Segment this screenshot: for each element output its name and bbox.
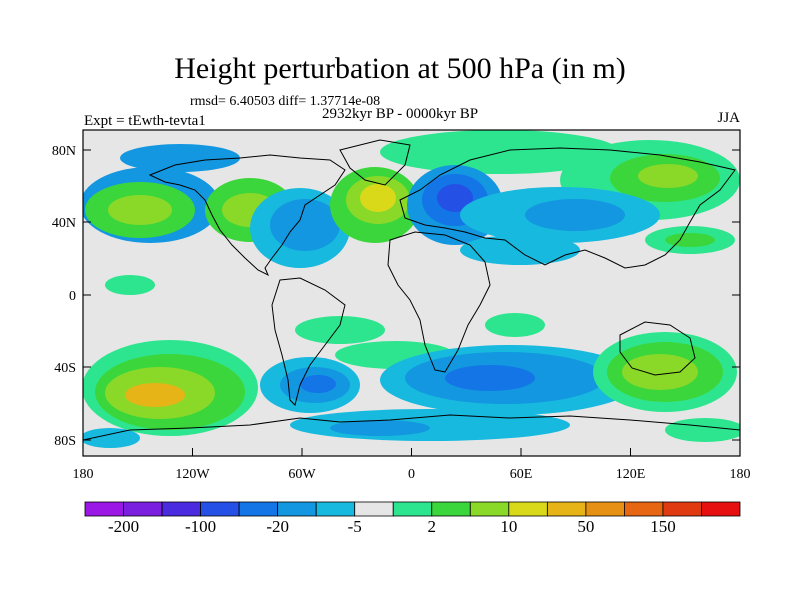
colorbar-swatch xyxy=(200,501,240,517)
asia-blue-band xyxy=(525,199,625,231)
colorbar-swatch xyxy=(431,501,471,517)
atlantic-yellow xyxy=(360,184,396,212)
australia-lime xyxy=(622,354,698,390)
antarctica-coast xyxy=(83,414,740,441)
x-tick-120e: 120E xyxy=(616,467,646,482)
colorbar-labels: -200 -100 -20 -5 2 10 50 150 xyxy=(108,517,676,536)
y-tick-0: 0 xyxy=(69,289,76,304)
pacific-north-lime xyxy=(108,195,172,225)
colorbar-label: 50 xyxy=(577,517,594,536)
south-pacific-yellow xyxy=(125,383,185,407)
colorbar-swatch xyxy=(123,501,163,517)
australia-coast xyxy=(619,321,696,376)
colorbar-swatch xyxy=(277,501,317,517)
colorbar xyxy=(84,501,741,517)
asia-lime xyxy=(638,164,698,188)
colorbar-swatch xyxy=(315,501,356,517)
antarctic-east-mint xyxy=(665,418,740,442)
greenland-coast xyxy=(339,139,411,186)
field-layer xyxy=(83,130,740,456)
rmsd-stats: rmsd= 6.40503 diff= 1.37714e-08 xyxy=(190,94,381,109)
namerica-east-blue xyxy=(270,199,340,251)
x-tick-120w: 120W xyxy=(175,467,210,482)
y-tick-80s: 80S xyxy=(54,434,76,449)
antarctic-cyan-band xyxy=(290,409,570,441)
antarctic-west-cyan xyxy=(83,428,140,448)
antarctic-blue-band xyxy=(330,420,430,436)
colorbar-label: 150 xyxy=(650,517,676,536)
x-tick-180e: 180 xyxy=(730,467,751,482)
coastlines xyxy=(83,139,740,441)
period-label: 2932kyr BP - 0000kyr BP xyxy=(322,106,479,122)
south-indian-deep xyxy=(445,365,535,391)
colorbar-label: -5 xyxy=(348,517,362,536)
tropic-pacific-mint xyxy=(105,275,155,295)
x-tick-60e: 60E xyxy=(510,467,533,482)
colorbar-swatch xyxy=(585,501,625,517)
colorbar-swatch xyxy=(546,501,587,517)
europe-darkblue xyxy=(437,184,473,212)
colorbar-swatch xyxy=(84,501,124,517)
x-tick-0: 0 xyxy=(408,467,415,482)
colorbar-swatch xyxy=(238,501,279,517)
y-tick-80n: 80N xyxy=(52,144,76,159)
south-america-coast xyxy=(271,277,346,406)
colorbar-swatch xyxy=(469,501,510,517)
season-label: JJA xyxy=(717,110,740,126)
x-tick-180w: 180 xyxy=(73,467,94,482)
colorbar-label: 10 xyxy=(500,517,517,536)
y-axis xyxy=(83,149,740,441)
south-america-darkblue xyxy=(300,375,336,393)
colorbar-swatch xyxy=(701,501,741,517)
colorbar-swatch xyxy=(161,501,201,517)
x-axis xyxy=(82,448,741,456)
tropic-samerica-mint xyxy=(295,316,385,344)
y-tick-40s: 40S xyxy=(54,361,76,376)
colorbar-label: -100 xyxy=(185,517,216,536)
x-tick-60w: 60W xyxy=(288,467,316,482)
experiment-label: Expt = tEwth-tevta1 xyxy=(84,113,206,129)
y-tick-40n: 40N xyxy=(52,216,76,231)
colorbar-swatch xyxy=(392,501,433,517)
colorbar-swatch xyxy=(624,501,664,517)
colorbar-label: -200 xyxy=(108,517,139,536)
colorbar-swatch xyxy=(354,501,394,517)
africa-coast xyxy=(387,231,491,373)
map-title: Height perturbation at 500 hPa (in m) xyxy=(174,52,626,85)
eurasia-coast xyxy=(399,147,736,269)
north-america-coast xyxy=(148,154,346,277)
colorbar-label: 2 xyxy=(428,517,437,536)
colorbar-swatch xyxy=(508,501,548,517)
colorbar-label: -20 xyxy=(266,517,289,536)
tropic-indian-mint xyxy=(485,313,545,337)
pacific-west-green xyxy=(665,233,715,247)
colorbar-swatch xyxy=(662,501,702,517)
arctic-cyan-west xyxy=(120,144,240,172)
asia-south-cyan xyxy=(460,235,580,265)
